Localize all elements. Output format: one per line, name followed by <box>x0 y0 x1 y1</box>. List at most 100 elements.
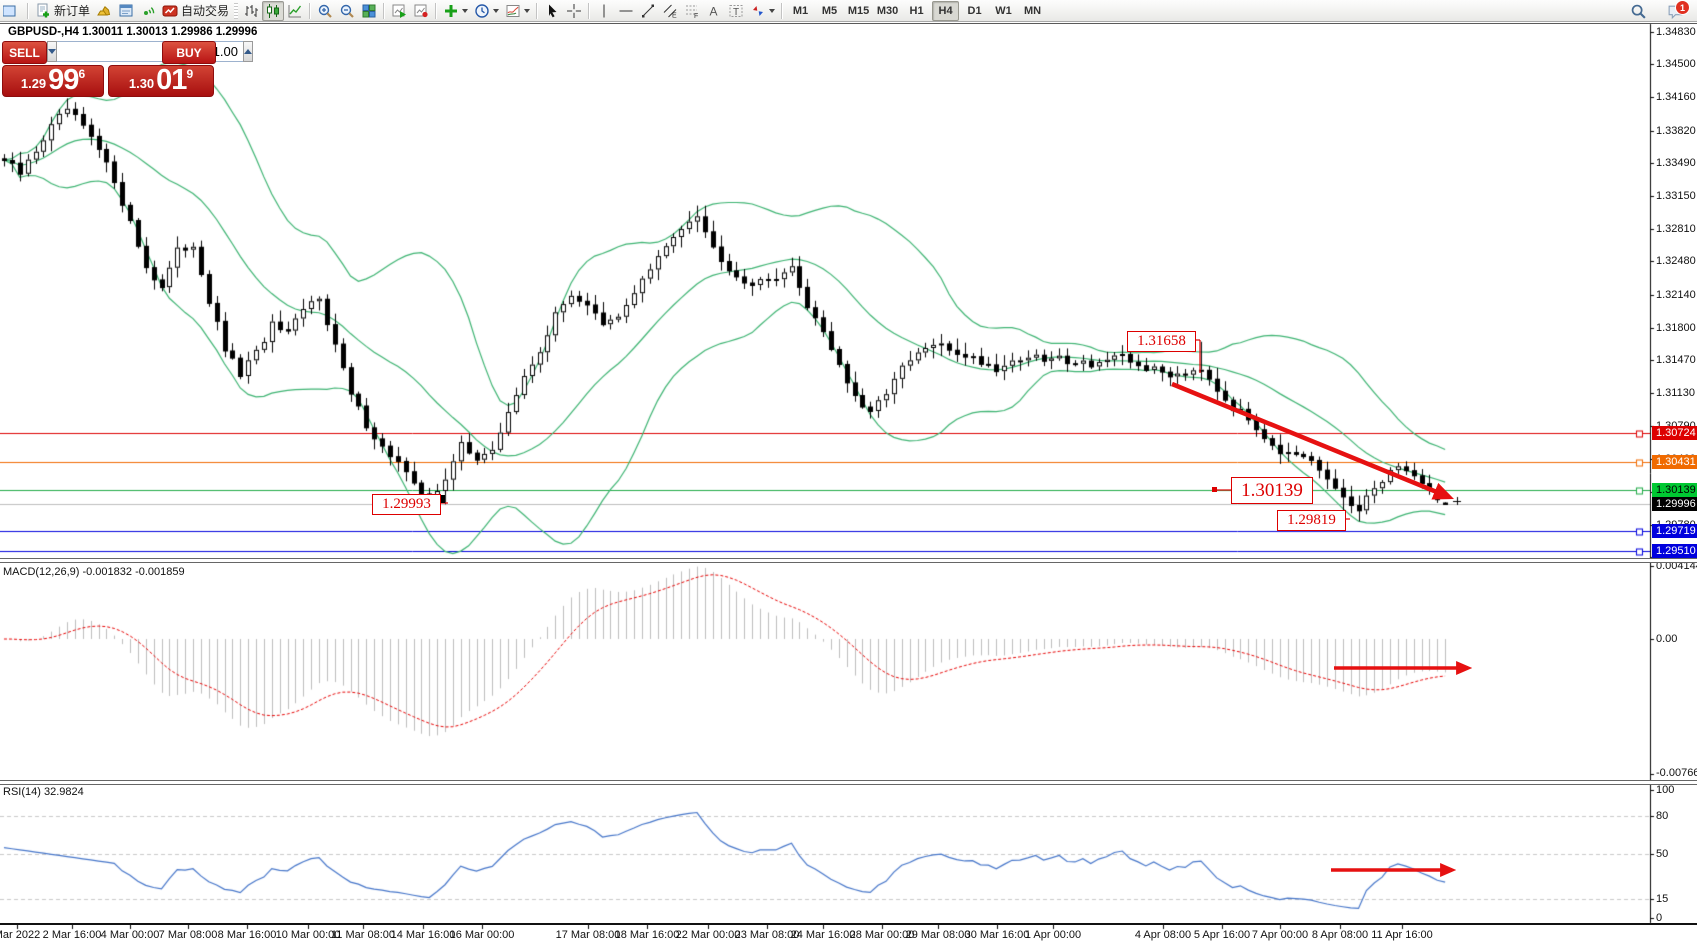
sell-price-prefix: 1.29 <box>20 76 47 91</box>
market-watch-icon <box>119 4 133 16</box>
zoom-in-button[interactable] <box>314 1 336 21</box>
new-chart-button[interactable] <box>388 1 410 21</box>
indicators-button[interactable] <box>440 1 471 21</box>
text-tool-button[interactable]: A <box>703 1 725 21</box>
autotrading-button[interactable]: 自动交易 <box>159 1 232 21</box>
trendline-tool-button[interactable] <box>637 1 659 21</box>
toolbar-grip <box>234 2 239 19</box>
crosshair-tool-button[interactable] <box>563 1 585 21</box>
window-icon <box>3 5 15 16</box>
trendline-icon <box>642 4 655 17</box>
sell-button[interactable]: SELL <box>2 41 47 64</box>
toolbar-separator <box>383 2 386 19</box>
volume-decrease-button[interactable] <box>47 41 57 62</box>
autotrading-icon <box>162 5 178 16</box>
line-chart-icon <box>288 4 302 17</box>
tf-button-M1[interactable]: M1 <box>792 4 809 17</box>
stepper-down-icon <box>48 49 56 54</box>
vertical-line-tool-button[interactable] <box>593 1 615 21</box>
toolbar-separator <box>781 2 784 19</box>
buy-button[interactable]: BUY <box>162 41 216 64</box>
chart-profiles-button[interactable] <box>410 1 432 21</box>
zoom-out-icon <box>340 4 354 18</box>
new-order-button[interactable]: 新订单 <box>32 1 93 21</box>
timeframe-toolbar: M1 M5 M15 M30 H1 H4 D1 W1 MN <box>786 0 1047 21</box>
bar-chart-icon <box>245 4 259 17</box>
tf-button-W1[interactable]: W1 <box>995 4 1012 17</box>
candlestick-chart-button[interactable] <box>262 0 285 21</box>
bar-chart-button[interactable] <box>240 1 262 21</box>
candlestick-chart-icon <box>267 3 280 18</box>
new-order-icon <box>37 3 49 17</box>
templates-button[interactable] <box>502 1 533 21</box>
channel-tool-button[interactable]: E <box>659 1 681 21</box>
signal-icon <box>144 6 155 15</box>
toolbar-separator <box>536 2 539 19</box>
macd-indicator-label: MACD(12,26,9) -0.001832 -0.001859 <box>3 566 185 578</box>
sell-price-panel[interactable]: 1.29 99 6 <box>2 65 104 97</box>
horizontal-line-icon <box>619 10 633 11</box>
tile-windows-button[interactable] <box>358 1 380 21</box>
search-button[interactable] <box>1627 1 1650 21</box>
rsi-pane-splitter[interactable] <box>0 780 1697 785</box>
template-icon <box>506 4 520 17</box>
buy-price-point: 9 <box>186 67 194 81</box>
sell-price-pips: 99 <box>48 64 79 96</box>
vertical-line-icon <box>603 4 605 17</box>
tf-button-D1[interactable]: D1 <box>967 4 982 17</box>
new-order-label: 新订单 <box>54 4 91 18</box>
toolbar-separator <box>588 2 591 19</box>
price-callout[interactable]: 1.29993 <box>372 494 441 515</box>
tf-button-M30[interactable]: M30 <box>876 4 899 17</box>
cursor-tool-button[interactable] <box>541 1 563 21</box>
svg-text:E: E <box>672 12 677 19</box>
zoom-in-icon <box>318 4 332 18</box>
deposit-button[interactable] <box>93 1 115 21</box>
stepper-up-icon <box>244 49 252 54</box>
price-callout[interactable]: 1.31658 <box>1127 331 1196 352</box>
new-chart-icon <box>392 4 407 18</box>
arrow-objects-icon <box>753 5 764 16</box>
tf-button-M15[interactable]: M15 <box>847 4 870 17</box>
label-tool-button[interactable]: T <box>725 1 747 21</box>
gold-bars-icon <box>97 5 111 16</box>
periods-button[interactable] <box>471 1 502 21</box>
buy-price-panel[interactable]: 1.30 01 9 <box>108 65 214 97</box>
arrows-tool-button[interactable] <box>747 1 778 21</box>
tf-button-H1[interactable]: H1 <box>909 4 924 17</box>
signals-button[interactable] <box>137 1 159 21</box>
dropdown-caret-icon <box>769 8 776 13</box>
clock-icon <box>475 3 489 18</box>
toolbar-right-group: 1 <box>1627 0 1693 22</box>
time-axis-border <box>0 923 1697 925</box>
dropdown-caret-icon <box>493 8 500 13</box>
fibonacci-tool-button[interactable]: F <box>681 1 703 21</box>
chart-title: GBPUSD-,H4 1.30011 1.30013 1.29986 1.299… <box>8 26 258 38</box>
clipped-toolbar-button[interactable] <box>2 1 24 21</box>
macd-pane-splitter[interactable] <box>0 558 1697 563</box>
tf-button-M5[interactable]: M5 <box>821 4 838 17</box>
zoom-out-button[interactable] <box>336 1 358 21</box>
horizontal-line-tool-button[interactable] <box>615 1 637 21</box>
one-click-trading-panel: SELL BUY 1.29 99 6 1.30 01 9 <box>2 41 253 97</box>
market-watch-button[interactable] <box>115 1 137 21</box>
notifications-button[interactable]: 1 <box>1664 0 1690 21</box>
svg-text:A: A <box>710 4 718 18</box>
dropdown-caret-icon <box>462 8 469 13</box>
line-chart-button[interactable] <box>284 1 306 21</box>
price-callout[interactable]: 1.29819 <box>1277 510 1346 531</box>
volume-increase-button[interactable] <box>243 41 253 62</box>
text-icon: A <box>710 4 718 18</box>
rsi-indicator-label: RSI(14) 32.9824 <box>3 786 84 798</box>
tf-button-MN[interactable]: MN <box>1023 4 1042 17</box>
fibonacci-icon: F <box>686 5 698 19</box>
tf-button-H4[interactable]: H4 <box>932 0 960 21</box>
cursor-icon <box>549 4 557 17</box>
trade-buttons-row: SELL BUY <box>2 41 253 64</box>
dropdown-caret-icon <box>524 8 531 13</box>
price-callout[interactable]: 1.30139 <box>1231 477 1313 504</box>
autotrading-label: 自动交易 <box>181 4 230 18</box>
